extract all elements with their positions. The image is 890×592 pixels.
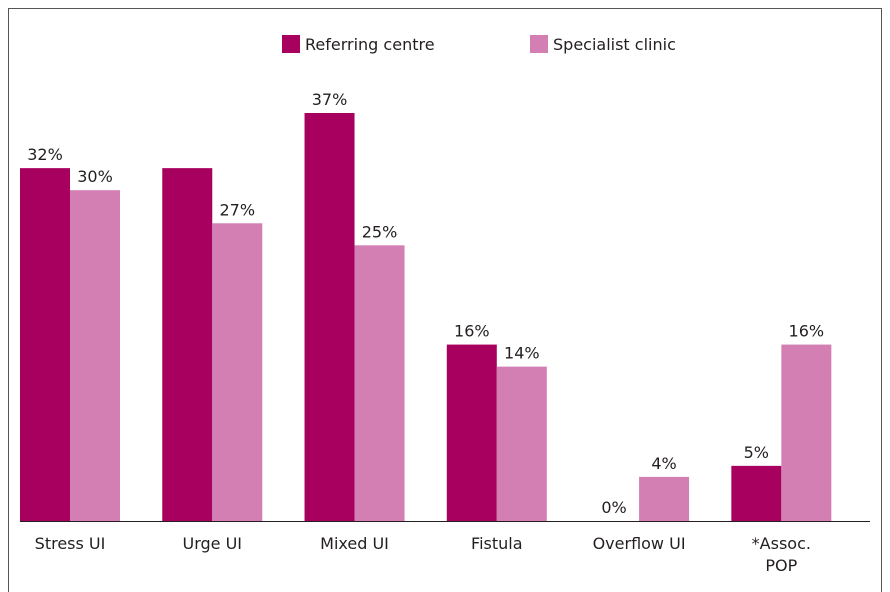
bar — [304, 113, 355, 521]
x-tick-label: Urge UI — [182, 534, 243, 553]
data-label: 0% — [601, 498, 626, 517]
data-label: 4% — [651, 454, 676, 473]
legend-label: Specialist clinic — [553, 35, 676, 54]
bar — [212, 223, 263, 521]
bar — [731, 465, 782, 521]
x-tick-label: Fistula — [471, 534, 523, 553]
data-label: 16% — [789, 322, 825, 341]
bar — [354, 245, 405, 521]
data-label: 37% — [312, 90, 348, 109]
bar — [496, 366, 547, 521]
x-tick-label: Mixed UI — [320, 534, 389, 553]
bar — [70, 190, 120, 521]
data-label: 14% — [504, 344, 540, 363]
x-tick-label: Stress UI — [34, 534, 106, 553]
data-label: 5% — [744, 443, 769, 462]
legend-swatch — [282, 35, 300, 53]
x-tick-label: Overflow UI — [592, 534, 686, 553]
data-label: 27% — [219, 200, 255, 219]
data-label: 32% — [27, 145, 63, 164]
bar — [20, 168, 70, 521]
data-label: 25% — [362, 222, 398, 241]
data-label: 16% — [454, 322, 490, 341]
bar — [781, 344, 832, 521]
frame — [8, 8, 882, 592]
data-label: 30% — [77, 167, 113, 186]
x-tick-label: *Assoc. POP — [751, 534, 811, 575]
bar — [639, 476, 690, 521]
legend-label: Referring centre — [305, 35, 435, 54]
bar — [162, 168, 213, 521]
bar — [446, 344, 497, 521]
legend-swatch — [530, 35, 548, 53]
